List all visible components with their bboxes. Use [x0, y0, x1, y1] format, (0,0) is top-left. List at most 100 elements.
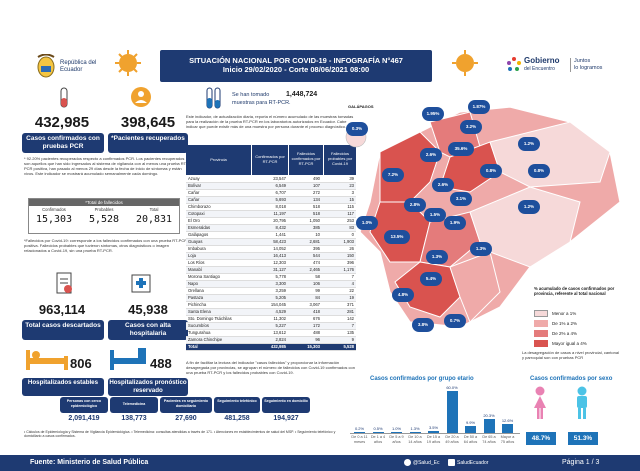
table-footnote: A fin de facilitar la lectura del indica… — [186, 360, 355, 375]
map-badge-el-oro: 4.8% — [392, 288, 414, 302]
table-row: Esmeraldas 8,432 385 83 — [186, 224, 356, 232]
province-value-cell: 31,127 — [252, 266, 288, 274]
province-value-cell: 2,465 — [288, 266, 322, 274]
gobierno-logo-icon — [506, 56, 522, 77]
map-badge-chimborazo: 1.9% — [444, 216, 466, 230]
title-banner: SITUACIÓN NACIONAL POR COVID-19 - INFOGR… — [160, 50, 432, 82]
province-name-cell: Pichincha — [186, 301, 252, 309]
map-badge-sto-dgo: 2.6% — [420, 148, 442, 162]
province-name-cell: Sucumbíos — [186, 322, 252, 330]
table-row: Cañar 6,707 272 3 — [186, 189, 356, 197]
age-bar-label: 9.9% — [465, 420, 476, 426]
age-bar — [502, 424, 513, 433]
age-bar-label: 1.0% — [391, 426, 402, 432]
age-bar-label: 60.0% — [446, 385, 458, 390]
province-value-cell: 142 — [322, 315, 356, 323]
juntos-label: Juntos lo logramos — [570, 58, 610, 72]
province-name-cell: Total — [186, 343, 252, 351]
province-name-cell: Loja — [186, 252, 252, 260]
map-badge-guayas: 13.5% — [384, 230, 410, 244]
facebook-icon — [448, 459, 455, 466]
age-bar — [391, 432, 402, 433]
province-value-cell: 39 — [322, 176, 356, 183]
province-value-cell: 0 — [322, 231, 356, 239]
map-badge-zamora: 0.7% — [444, 314, 466, 328]
province-value-cell: 5,528 — [322, 343, 356, 351]
table-row: Cotopaxi 11,197 518 117 — [186, 210, 356, 218]
age-bar-label: 3.5% — [428, 424, 439, 430]
table-total-row: Total 432,985 15,303 5,528 — [186, 343, 356, 351]
bottom-notes: • Cálculos de Epidemiología y Sistema de… — [24, 430, 336, 439]
province-value-cell: 58 — [288, 273, 322, 281]
stable-label: Hospitalizados estables — [22, 378, 104, 396]
province-value-cell: 488 — [288, 329, 322, 337]
province-name-cell: El Oro — [186, 217, 252, 225]
province-value-cell: 3,067 — [288, 301, 322, 309]
province-value-cell: 154,045 — [252, 301, 288, 309]
map-badge-canar: 1.3% — [426, 250, 448, 264]
legend-label-0: Menor a 1% — [552, 310, 577, 316]
province-name-cell: Azuay — [186, 176, 252, 183]
province-value-cell: 150 — [322, 252, 356, 260]
province-value-cell: 8,018 — [252, 203, 288, 211]
map-badge-orellana: 0.8% — [528, 164, 550, 178]
footer-social-facebook[interactable]: SaludEcuador — [457, 460, 489, 466]
stat-label-1: Telemedicina — [110, 397, 158, 413]
province-value-cell: 396 — [322, 259, 356, 267]
ventilator-bed-icon — [108, 346, 148, 377]
province-name-cell: Zamora Chinchipe — [186, 336, 252, 344]
province-value-cell: 385 — [288, 224, 322, 232]
map-badge-carchi: 1.87% — [468, 100, 490, 114]
table-row: Guayas 58,423 2,681 1,903 — [186, 238, 356, 246]
table-row: Bolívar 6,549 107 23 — [186, 182, 356, 190]
province-name-cell: Cañar — [186, 189, 252, 197]
province-value-cell: 253 — [322, 217, 356, 225]
discharged-label: Casos con alta hospitalaria — [108, 320, 188, 340]
province-value-cell: 107 — [288, 182, 322, 190]
footer-source: Fuente: Ministerio de Salud Pública — [30, 459, 149, 466]
covid-virus-icon-right — [452, 50, 478, 81]
province-name-cell: Napo — [186, 280, 252, 288]
footer-page: Página 1 / 3 — [562, 459, 600, 466]
table-row: Morona Santiago 5,778 58 7 — [186, 273, 356, 281]
fallecidos-confirmados-value: 15,303 — [35, 214, 73, 225]
province-value-cell: 22 — [322, 287, 356, 295]
province-table: Azuay 23,547 490 39 Bolívar 6,549 107 23 Cañar 6,… — [186, 176, 356, 351]
province-value-cell: 418 — [288, 308, 322, 316]
legend-label-2: De 2% a 4% — [552, 330, 578, 336]
province-value-cell: 172 — [288, 322, 322, 330]
age-category-label: De 15 a 19 años — [426, 435, 441, 444]
test-tubes-icon — [204, 86, 226, 117]
map-legend-title: % acumulado de casos confirmados por pro… — [534, 286, 615, 296]
map-note: La desagregación de casos a nivel provin… — [522, 350, 619, 360]
fallecidos-note: *Fallecidos por Covid-19: corresponde a … — [24, 238, 188, 253]
stat-value-1: 138,773 — [121, 415, 147, 422]
republica-label: República del Ecuador — [60, 60, 97, 73]
age-bar — [409, 432, 421, 433]
male-pct: 51.3% — [568, 432, 598, 445]
fallecidos-probables-value: 5,528 — [88, 214, 120, 225]
province-value-cell: 58,423 — [252, 238, 288, 246]
recovered-number: 398,645 — [120, 114, 176, 131]
age-bar — [372, 432, 384, 433]
table-row: Los Ríos 12,303 474 396 — [186, 259, 356, 267]
gobierno-label: Gobierno — [524, 56, 560, 65]
map-badge-napo: 0.8% — [480, 164, 502, 178]
discharged-number: 45,938 — [128, 302, 168, 317]
province-name-cell: Chimborazo — [186, 203, 252, 211]
table-row: Sucumbíos 5,227 172 7 — [186, 322, 356, 330]
map-badge-esmeraldas: 1.95% — [422, 107, 444, 121]
fallecidos-box: *Total de fallecidos Confirmados Probabl… — [28, 198, 180, 234]
stats-strip: Personas con cerco epidemiológico Teleme… — [60, 397, 310, 427]
province-value-cell: 432,985 — [252, 343, 288, 351]
province-value-cell: 8,432 — [252, 224, 288, 232]
map-badge-tungurahua: 3.1% — [450, 192, 472, 206]
age-bar-label: 0.2% — [354, 426, 365, 432]
province-value-cell: 5,205 — [252, 294, 288, 302]
table-header-provincia: Provincia — [186, 145, 251, 175]
reserved-number: 488 — [150, 356, 172, 371]
footer-social-twitter[interactable]: @Salud_Ec — [413, 460, 440, 466]
age-category-label: De 5 a 9 años — [389, 435, 404, 444]
table-row: Zamora Chinchipe 2,824 96 9 — [186, 336, 356, 344]
